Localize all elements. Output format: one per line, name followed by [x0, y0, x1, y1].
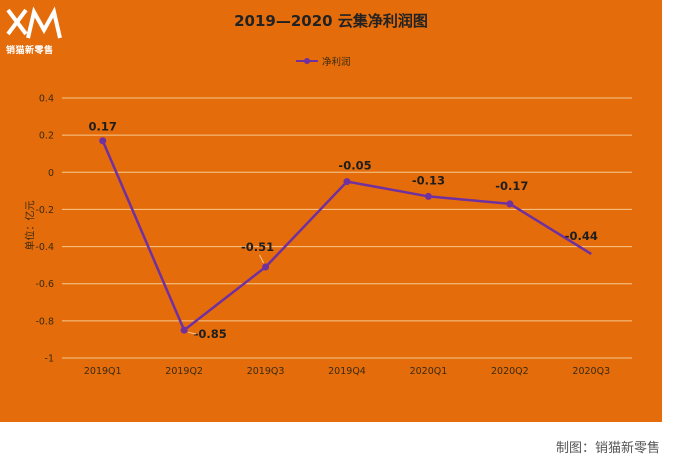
data-label: -0.44	[565, 229, 598, 243]
credit-text: 制图：销猫新零售	[555, 441, 660, 456]
legend-series-label: 净利润	[322, 57, 351, 68]
brand-logo-icon	[6, 6, 62, 39]
data-label: 0.17	[89, 120, 117, 134]
data-label: -0.17	[495, 179, 528, 193]
y-tick-label: -0.2	[35, 205, 54, 216]
data-point	[343, 178, 351, 186]
x-tick-label: 2019Q1	[84, 366, 122, 377]
data-point	[180, 326, 188, 334]
brand-logo-text: 销猫新零售	[6, 46, 54, 56]
y-tick-label: 0	[48, 168, 54, 179]
data-point	[99, 137, 107, 145]
y-tick-label: -1	[45, 354, 54, 365]
x-tick-label: 2020Q3	[572, 366, 610, 377]
y-tick-label: -0.8	[35, 316, 54, 327]
legend[interactable]: 净利润	[296, 54, 351, 68]
data-label: -0.51	[241, 240, 274, 254]
chart-panel	[0, 0, 662, 422]
label-leader-line	[188, 331, 197, 335]
data-label: -0.85	[194, 327, 227, 341]
x-tick-label: 2019Q4	[328, 366, 366, 377]
x-tick-label: 2019Q2	[165, 366, 203, 377]
x-tick-label: 2019Q3	[247, 366, 285, 377]
data-point	[506, 200, 514, 208]
x-tick-label: 2020Q2	[491, 366, 529, 377]
data-label: -0.13	[412, 173, 445, 187]
y-tick-label: -0.4	[35, 242, 54, 253]
x-tick-label: 2020Q1	[410, 366, 448, 377]
label-leader-line	[259, 254, 265, 264]
data-point	[424, 192, 432, 200]
legend-line-marker-icon	[296, 56, 318, 66]
y-tick-label: -0.6	[35, 279, 54, 290]
data-label: -0.05	[338, 159, 371, 173]
line-chart: 0.4 0.2 0 -0.2 -0.4 -0.6 -0.8 -1 2019Q1 2019Q2 201…	[35, 94, 632, 377]
y-tick-label: 0.2	[39, 131, 54, 142]
data-point	[262, 263, 270, 271]
y-tick-label: 0.4	[39, 94, 54, 105]
chart-title: 2019—2020 云集净利润图	[234, 12, 428, 30]
